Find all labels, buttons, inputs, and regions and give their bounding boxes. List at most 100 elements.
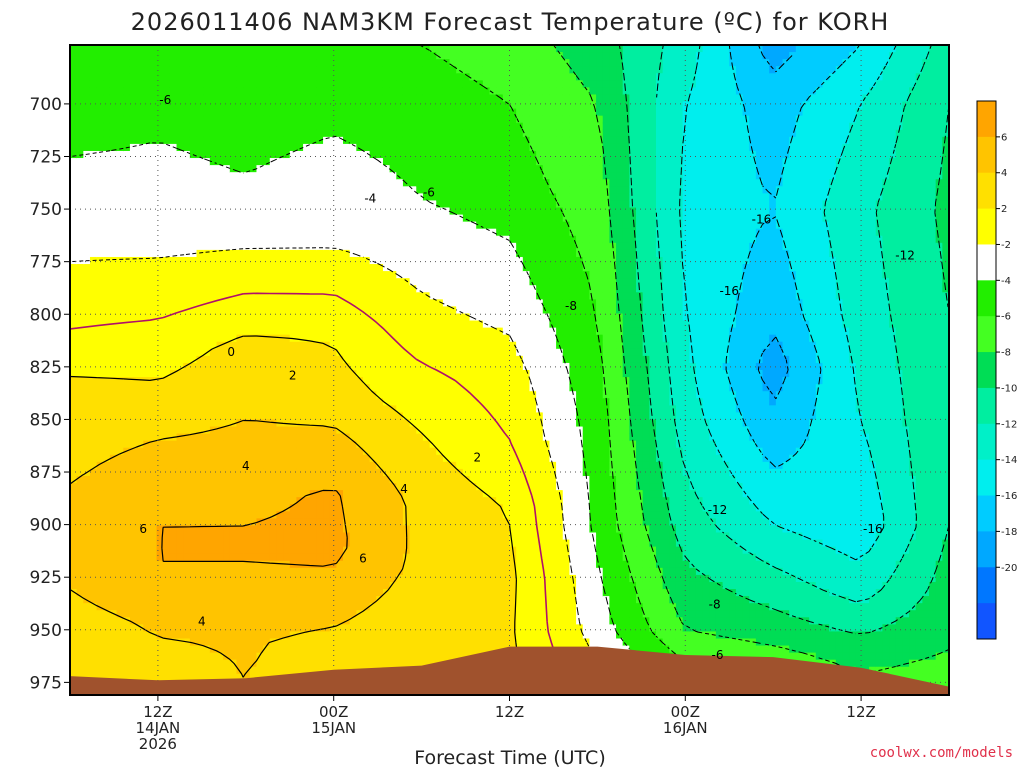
heatmap-cell [316, 229, 323, 237]
heatmap-cell [123, 504, 130, 512]
heatmap-cell [223, 158, 230, 166]
heatmap-cell [310, 165, 317, 173]
heatmap-cell [396, 292, 403, 300]
heatmap-cell [183, 511, 190, 519]
heatmap-cell [410, 66, 417, 74]
heatmap-cell [416, 434, 423, 442]
heatmap-cell [70, 208, 77, 216]
heatmap-cell [183, 335, 190, 343]
heatmap-cell [356, 469, 363, 477]
heatmap-cell [343, 306, 350, 314]
heatmap-cell [170, 462, 177, 470]
heatmap-cell [203, 476, 210, 484]
heatmap-cell [77, 342, 84, 350]
heatmap-cell [403, 66, 410, 74]
heatmap-cell [376, 151, 383, 159]
heatmap-cell [323, 497, 330, 505]
heatmap-cell [117, 547, 124, 555]
heatmap-cell [230, 405, 237, 413]
heatmap-cell [416, 243, 423, 251]
heatmap-cell [283, 137, 290, 145]
heatmap-cell [370, 116, 377, 124]
heatmap-cell [296, 490, 303, 498]
heatmap-cell [83, 653, 90, 661]
chart-title: 2026011406 NAM3KM Forecast Temperature (… [131, 8, 890, 36]
heatmap-cell [403, 257, 410, 265]
heatmap-cell [70, 547, 77, 555]
heatmap-cell [283, 186, 290, 194]
heatmap-cell [70, 66, 77, 74]
heatmap-cell [330, 80, 337, 88]
heatmap-cell [183, 144, 190, 152]
heatmap-cell [256, 243, 263, 251]
heatmap-cell [163, 617, 170, 625]
heatmap-cell [263, 229, 270, 237]
heatmap-cell [256, 398, 263, 406]
heatmap-cell [230, 370, 237, 378]
heatmap-cell [170, 123, 177, 131]
heatmap-cell [363, 250, 370, 258]
heatmap-cell [123, 158, 130, 166]
heatmap-cell [290, 455, 297, 463]
heatmap-cell [396, 80, 403, 88]
heatmap-cell [350, 45, 357, 53]
heatmap-cell [143, 667, 150, 675]
heatmap-cell [416, 589, 423, 597]
heatmap-cell [177, 667, 184, 675]
heatmap-cell [83, 264, 90, 272]
heatmap-cell [150, 561, 157, 569]
heatmap-cell [316, 589, 323, 597]
heatmap-cell [177, 335, 184, 343]
heatmap-cell [430, 165, 437, 173]
heatmap-cell [270, 441, 277, 449]
heatmap-cell [243, 646, 250, 654]
heatmap-cell [183, 631, 190, 639]
heatmap-cell [370, 109, 377, 117]
heatmap-cell [230, 179, 237, 187]
heatmap-cell [256, 102, 263, 110]
heatmap-cell [296, 441, 303, 449]
heatmap-cell [250, 158, 257, 166]
heatmap-cell [123, 236, 130, 244]
heatmap-cell [256, 193, 263, 201]
heatmap-cell [70, 419, 77, 427]
heatmap-cell [130, 561, 137, 569]
heatmap-cell [290, 525, 297, 533]
heatmap-cell [336, 547, 343, 555]
heatmap-cell [403, 229, 410, 237]
heatmap-cell [123, 102, 130, 110]
heatmap-cell [117, 660, 124, 668]
heatmap-cell [336, 518, 343, 526]
heatmap-cell [363, 405, 370, 413]
heatmap-cell [423, 638, 430, 646]
heatmap-cell [223, 518, 230, 526]
heatmap-cell [183, 398, 190, 406]
heatmap-cell [383, 533, 390, 541]
heatmap-cell [230, 144, 237, 152]
heatmap-cell [150, 610, 157, 618]
heatmap-cell [210, 419, 217, 427]
heatmap-cell [343, 483, 350, 491]
heatmap-cell [296, 398, 303, 406]
heatmap-cell [90, 518, 97, 526]
heatmap-cell [123, 412, 130, 420]
heatmap-cell [230, 130, 237, 138]
heatmap-cell [150, 193, 157, 201]
heatmap-cell [150, 243, 157, 251]
heatmap-cell [223, 200, 230, 208]
heatmap-cell [150, 292, 157, 300]
heatmap-cell [316, 398, 323, 406]
heatmap-cell [263, 306, 270, 314]
heatmap-cell [396, 208, 403, 216]
heatmap-cell [316, 215, 323, 223]
heatmap-cell [143, 575, 150, 583]
heatmap-cell [383, 412, 390, 420]
heatmap-cell [117, 561, 124, 569]
heatmap-cell [370, 73, 377, 81]
heatmap-cell [416, 200, 423, 208]
heatmap-cell [150, 200, 157, 208]
heatmap-cell [143, 540, 150, 548]
heatmap-cell [356, 603, 363, 611]
heatmap-cell [223, 102, 230, 110]
heatmap-cell [370, 144, 377, 152]
